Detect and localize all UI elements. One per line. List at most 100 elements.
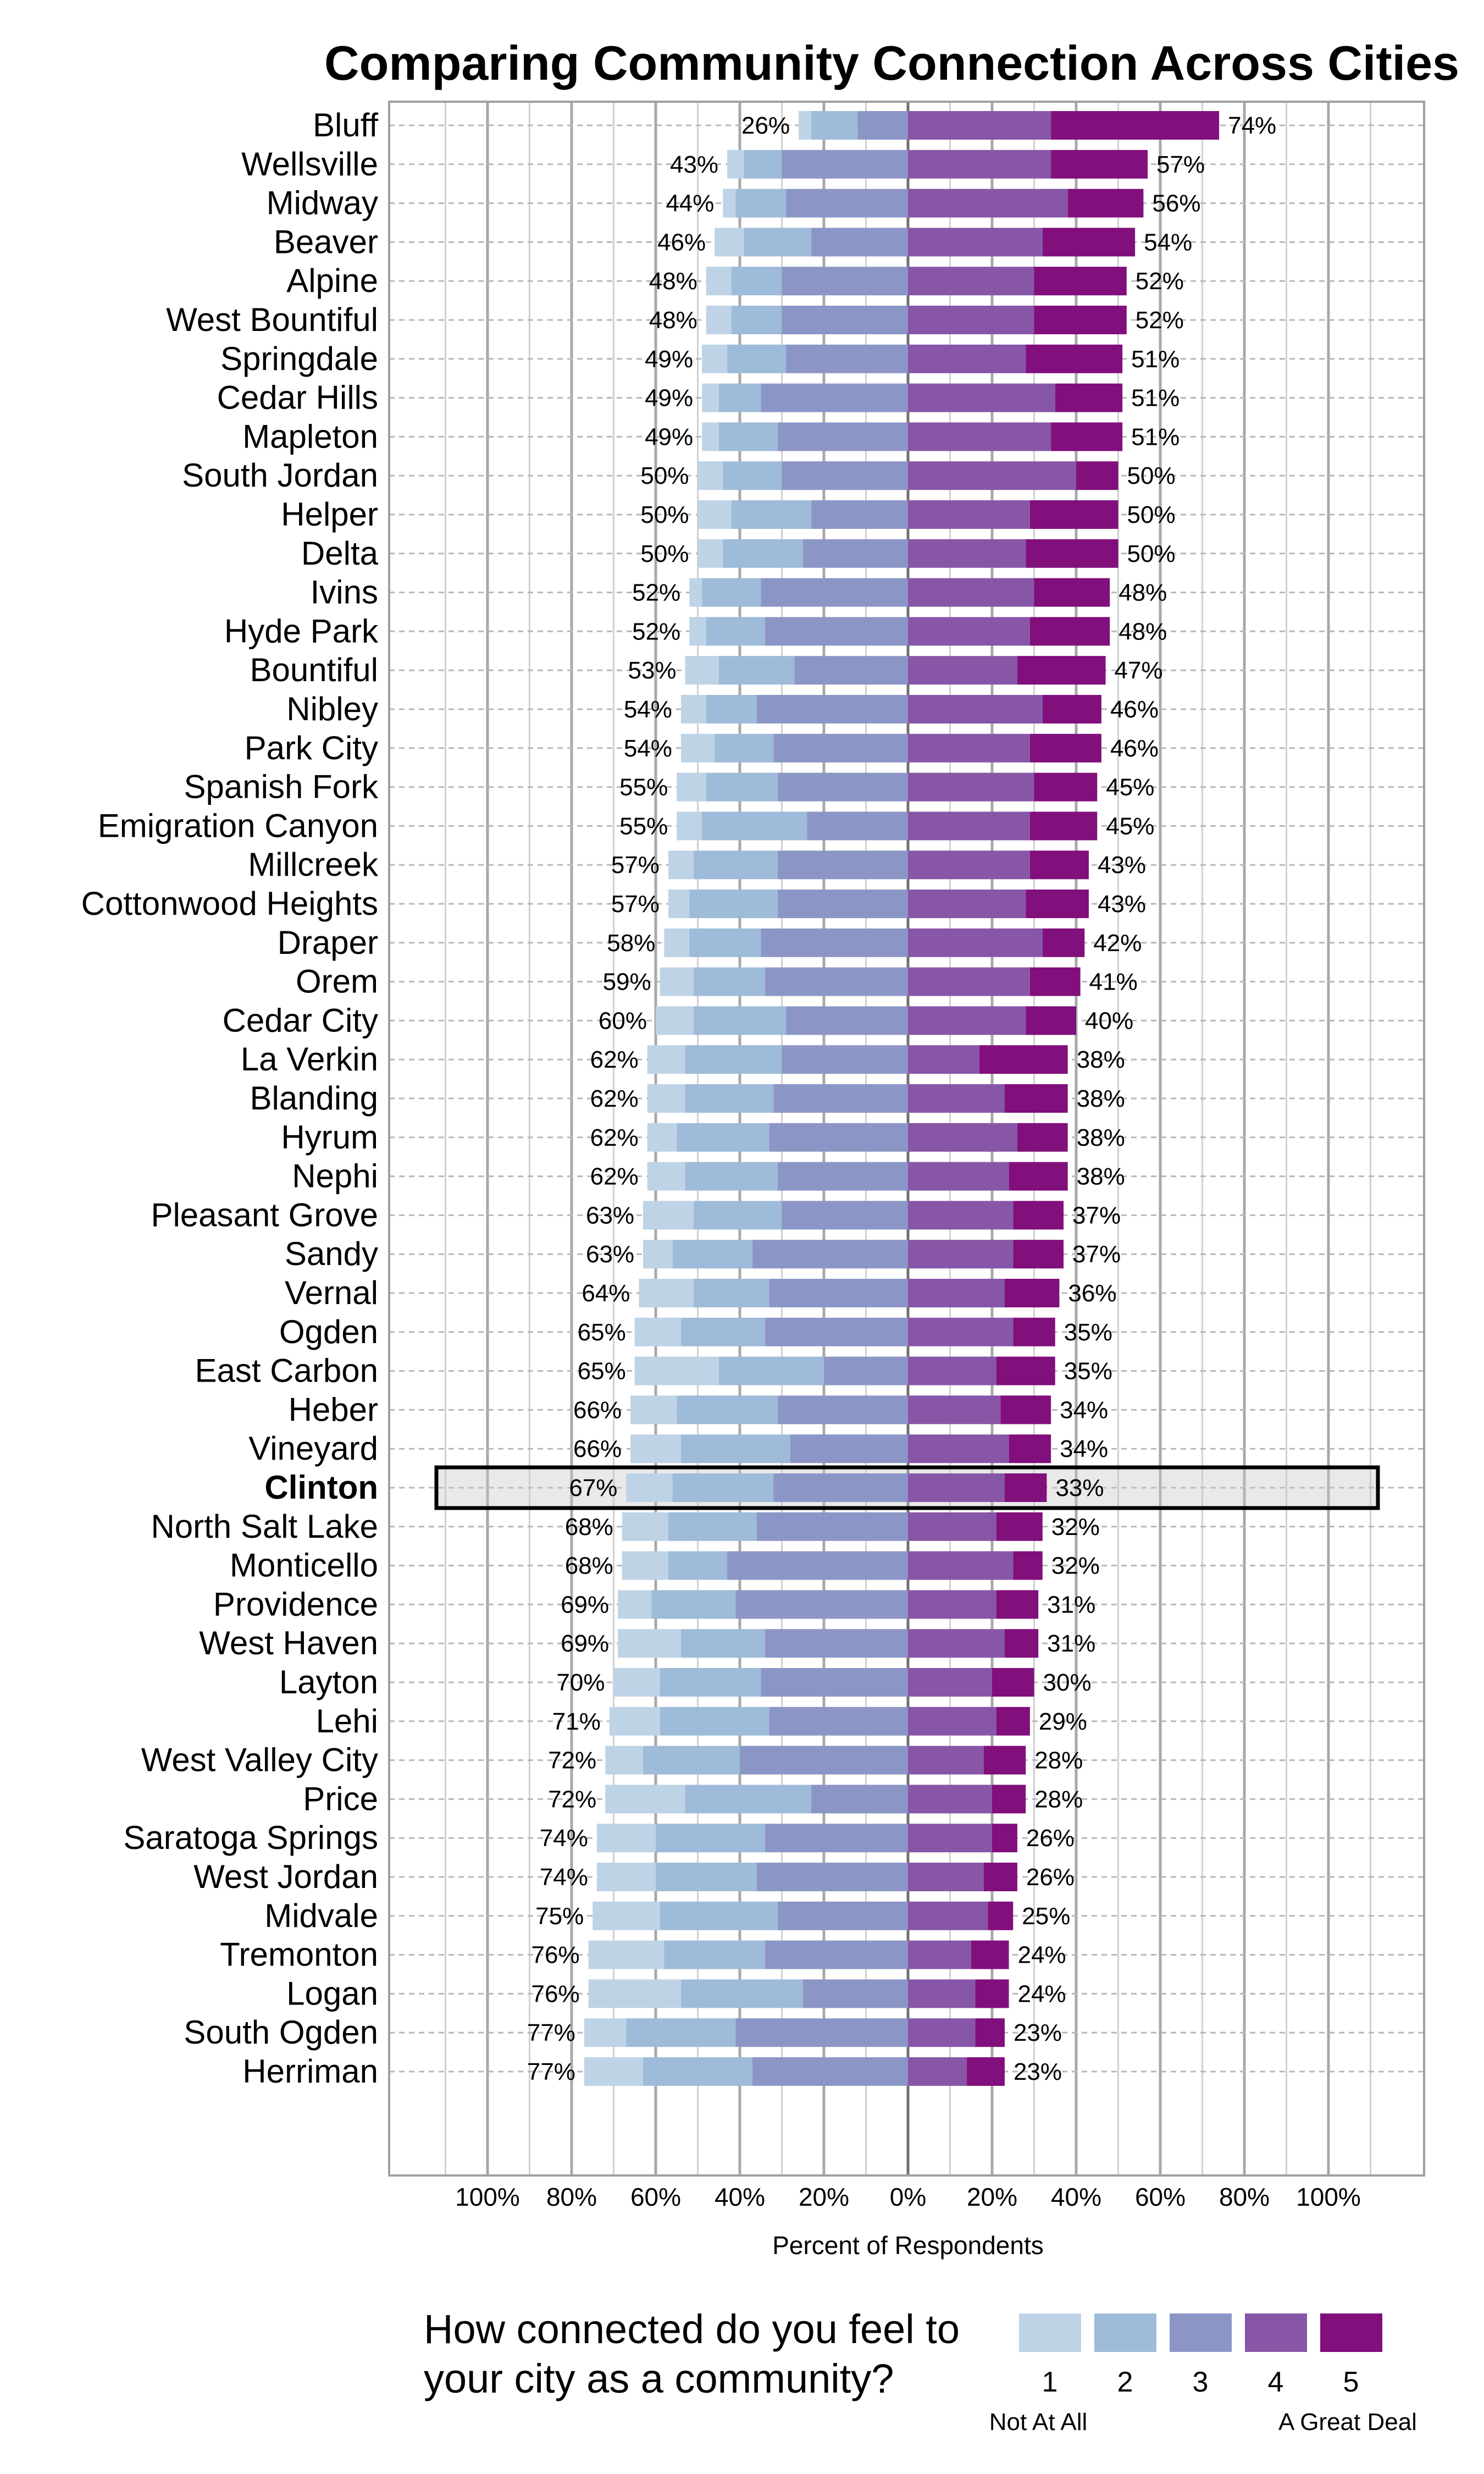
bar-segment-level-4 [908,344,1026,373]
x-tick-label: 100% [1296,2183,1361,2211]
bar-segment-level-2 [731,267,782,296]
bar-segment-level-5 [979,1045,1068,1074]
negative-total-label: 77% [527,2019,575,2046]
bar-segment-level-3 [782,150,908,179]
negative-total-label: 49% [645,346,693,373]
negative-total-label: 72% [548,1786,596,1813]
negative-total-label: 65% [578,1358,626,1385]
positive-total-label: 23% [1014,2019,1062,2046]
positive-total-label: 31% [1047,1630,1095,1657]
bar-segment-level-5 [967,2057,1005,2086]
city-label: South Jordan [182,457,378,494]
bar-segment-level-3 [752,1240,908,1269]
negative-total-label: 62% [590,1163,639,1190]
bar-segment-level-3 [782,461,908,490]
bar-segment-level-4 [908,1123,1017,1152]
positive-total-label: 38% [1077,1046,1125,1073]
bar-segment-level-5 [1042,228,1136,257]
legend-level-label: 1 [1042,2366,1058,2398]
bar-segment-level-3 [765,1940,908,1969]
bar-segment-level-5 [996,1590,1039,1619]
bar-segment-level-5 [1042,695,1101,724]
positive-total-label: 48% [1118,618,1167,645]
bar-segment-level-2 [689,890,778,918]
city-label: Delta [301,535,379,572]
bar-segment-level-5 [996,1512,1043,1541]
bar-segment-level-2 [672,1473,774,1502]
bar-segment-level-2 [718,422,778,451]
bar-segment-level-1 [618,1590,652,1619]
bar-segment-level-3 [756,1863,908,1891]
city-bar-cedar-hills [702,383,1123,412]
bar-segment-level-1 [605,1746,644,1775]
positive-total-label: 30% [1043,1669,1092,1696]
legend-title-line-1: How connected do you feel to [424,2306,960,2352]
negative-total-label: 50% [640,462,689,489]
bar-segment-level-3 [765,1824,908,1853]
bar-segment-level-5 [1051,111,1220,140]
bar-segment-level-2 [680,1317,765,1346]
bar-segment-level-1 [697,500,732,529]
bar-segment-level-5 [996,1356,1055,1385]
bar-segment-level-1 [697,539,723,568]
bar-segment-level-1 [622,1551,668,1580]
bar-segment-level-4 [908,1006,1026,1035]
positive-total-label: 28% [1034,1747,1083,1774]
negative-total-label: 64% [582,1280,630,1307]
negative-total-label: 63% [586,1241,634,1268]
bar-segment-level-4 [908,2057,967,2086]
negative-total-label: 55% [619,813,668,840]
city-bar-beaver [715,228,1136,257]
bar-segment-level-1 [613,1668,660,1697]
negative-total-label: 46% [657,229,706,256]
city-label: Lehi [316,1703,378,1739]
legend-swatch-3 [1170,2313,1232,2352]
city-bar-midvale [593,1901,1014,1930]
bar-segment-level-5 [1029,500,1118,529]
bar-segment-level-3 [765,617,908,646]
bar-segment-level-4 [908,1045,980,1074]
city-label: Wellsville [241,146,378,183]
bar-segment-level-4 [908,578,1034,607]
bar-segment-level-2 [643,2057,752,2086]
positive-total-label: 26% [1026,1825,1075,1852]
bar-segment-level-1 [680,695,706,724]
city-bar-logan [588,1979,1009,2008]
bar-segment-level-2 [660,1901,778,1930]
bar-segment-level-3 [761,1668,908,1697]
positive-total-label: 37% [1072,1202,1121,1229]
bar-segment-level-2 [677,1395,778,1424]
bar-segment-level-1 [727,150,744,179]
bar-segment-level-3 [802,1979,908,2008]
bar-segment-level-2 [731,306,782,334]
negative-total-label: 54% [624,735,672,762]
bar-segment-level-3 [790,1434,908,1464]
city-bar-wellsville [727,150,1148,179]
city-label: Emigration Canyon [98,807,378,844]
x-tick-label: 60% [630,2183,681,2211]
chart-title: Comparing Community Connection Across Ci… [324,36,1459,90]
positive-total-label: 35% [1064,1358,1112,1385]
bar-segment-level-3 [769,1707,908,1736]
city-label: Herriman [242,2053,378,2090]
bar-segment-level-3 [782,1201,908,1230]
city-bar-heber [630,1395,1051,1424]
negative-total-label: 66% [573,1396,622,1423]
city-bar-orem [660,967,1081,996]
bar-segment-level-4 [908,1785,992,1814]
bar-segment-level-3 [777,1395,908,1424]
positive-total-label: 41% [1089,969,1138,996]
x-tick-label: 20% [799,2183,849,2211]
city-label: Hyrum [281,1119,378,1156]
negative-total-label: 53% [628,657,676,684]
bar-segment-level-3 [857,111,908,140]
bar-segment-level-2 [718,656,795,685]
bar-segment-level-4 [908,2018,976,2047]
city-bar-west-jordan [596,1863,1017,1891]
bar-segment-level-4 [908,1824,992,1853]
x-axis-label: Percent of Respondents [772,2231,1044,2260]
city-bar-nibley [680,695,1101,724]
city-label: Mapleton [242,418,378,455]
city-bar-alpine [706,267,1127,296]
bar-segment-level-1 [584,2057,644,2086]
